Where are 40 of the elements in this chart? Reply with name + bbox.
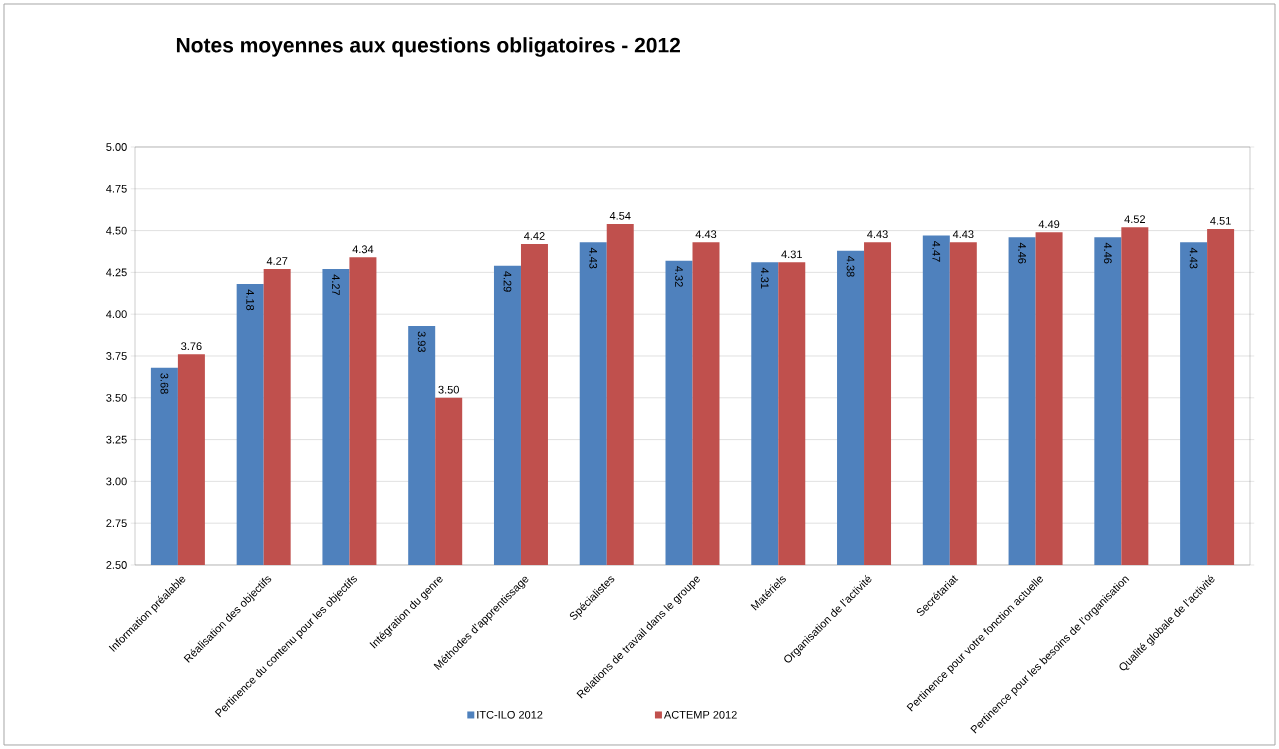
chart-title: Notes moyennes aux questions obligatoires - 2012 [176,37,680,57]
y-tick-label: 4.75 [106,184,127,193]
data-label: 4.54 [609,212,631,220]
data-label: 4.27 [266,257,288,265]
y-tick-label: 2.50 [106,561,127,569]
data-label: 4.52 [1124,215,1145,224]
data-label: 4.49 [1038,220,1060,229]
data-label: 4.43 [1189,247,1198,269]
data-label: 4.27 [332,274,340,296]
data-label: 4.46 [1103,242,1112,264]
data-label: 4.43 [695,230,717,239]
data-label: 4.46 [1018,242,1026,264]
data-label: 4.43 [589,247,598,269]
data-label: 4.34 [352,245,374,254]
data-label: 4.47 [932,241,941,262]
data-label: 4.42 [524,232,545,240]
y-tick-label: 3.50 [106,393,127,402]
data-label: 4.51 [1210,217,1231,225]
data-label: 4.32 [675,266,683,287]
data-label: 4.43 [952,230,974,239]
data-label: 4.31 [760,267,769,289]
y-tick-label: 4.00 [106,310,127,319]
y-tick-label: 3.00 [106,477,127,486]
data-label: 4.43 [867,230,888,239]
y-tick-label: 3.25 [106,435,127,444]
legend-label: ACTEMP 2012 [663,710,737,719]
data-label: 4.38 [846,256,855,277]
y-tick-label: 2.75 [106,519,127,528]
data-label: 4.31 [781,250,802,259]
data-label: 4.18 [246,289,255,311]
y-tick-label: 3.75 [106,352,127,360]
data-label: 3.93 [417,331,426,353]
data-label: 3.68 [160,373,169,394]
data-label: 3.50 [438,385,459,394]
y-tick-label: 5.00 [106,143,127,151]
y-tick-label: 4.50 [106,226,127,235]
data-label: 4.29 [503,271,512,292]
y-tick-label: 4.25 [106,268,127,277]
legend-label: ITC-ILO 2012 [477,710,543,719]
data-label: 3.76 [181,342,202,351]
